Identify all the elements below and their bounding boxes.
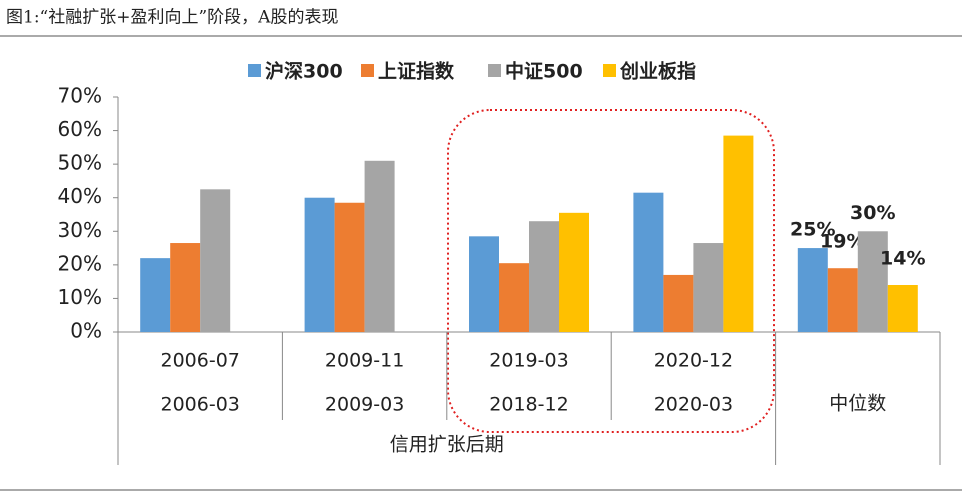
y-tick-label: 50% bbox=[58, 151, 102, 175]
bar bbox=[140, 258, 171, 332]
legend-label: 中证500 bbox=[505, 60, 583, 83]
bar bbox=[499, 263, 529, 332]
bar bbox=[529, 221, 559, 332]
bar bbox=[663, 274, 694, 332]
data-label: 14% bbox=[880, 248, 925, 270]
legend-label: 创业板指 bbox=[619, 60, 696, 83]
data-label: 19% bbox=[820, 231, 865, 253]
legend-swatch bbox=[603, 64, 616, 77]
x-tick-label: 2006-07 bbox=[161, 350, 240, 372]
x-tick-label: 中位数 bbox=[829, 393, 886, 415]
x-tick-label: 2019-03 bbox=[489, 350, 568, 372]
bar bbox=[633, 192, 664, 332]
bar bbox=[170, 243, 201, 332]
bar bbox=[797, 248, 828, 332]
bar bbox=[334, 202, 365, 332]
y-tick-label: 10% bbox=[58, 285, 102, 309]
bar bbox=[723, 135, 754, 332]
x-tick-label: 2020-12 bbox=[654, 350, 733, 372]
group-label: 信用扩张后期 bbox=[390, 434, 504, 456]
highlight-box bbox=[447, 109, 775, 433]
legend-label: 沪深300 bbox=[265, 60, 343, 83]
legend-swatch bbox=[488, 64, 501, 77]
bar bbox=[304, 197, 335, 332]
bar bbox=[857, 231, 888, 332]
bar bbox=[887, 285, 918, 332]
x-sub-label: 2009-03 bbox=[325, 394, 404, 416]
bar bbox=[469, 236, 499, 332]
chart-title: 图1:“社融扩张+盈利向上”阶段，A股的表现 bbox=[6, 8, 338, 28]
bar bbox=[827, 268, 858, 332]
legend-swatch bbox=[361, 64, 374, 77]
data-label: 30% bbox=[850, 202, 895, 224]
bar bbox=[364, 160, 395, 332]
bar bbox=[200, 189, 231, 332]
y-tick-label: 20% bbox=[58, 251, 102, 275]
bar bbox=[559, 212, 589, 332]
x-sub-label: 2018-12 bbox=[489, 394, 568, 416]
x-sub-label: 2020-03 bbox=[654, 394, 733, 416]
y-tick-label: 0% bbox=[70, 319, 102, 343]
y-tick-label: 30% bbox=[58, 218, 102, 242]
legend-label: 上证指数 bbox=[378, 60, 455, 83]
y-tick-label: 40% bbox=[58, 184, 102, 208]
x-tick-label: 2009-11 bbox=[325, 350, 404, 372]
y-tick-label: 70% bbox=[58, 84, 102, 108]
y-tick-label: 60% bbox=[58, 117, 102, 141]
legend-swatch bbox=[248, 64, 261, 77]
data-label: 25% bbox=[790, 219, 835, 241]
bar bbox=[693, 243, 724, 332]
x-sub-label: 2006-03 bbox=[161, 394, 240, 416]
